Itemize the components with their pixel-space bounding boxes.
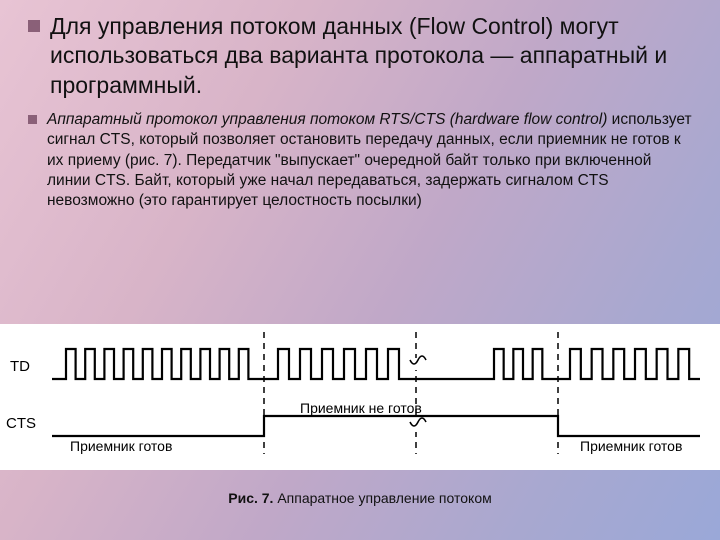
- bullet-2: Аппаратный протокол управления потоком R…: [28, 110, 692, 211]
- svg-text:Приемник готов: Приемник готов: [70, 438, 172, 454]
- svg-text:Приемник не готов: Приемник не готов: [300, 400, 422, 416]
- bullet-1: Для управления потоком данных (Flow Cont…: [28, 12, 692, 100]
- figure-caption: Рис. 7. Аппаратное управление потоком: [0, 490, 720, 506]
- bullet-marker-icon: [28, 20, 40, 32]
- timing-diagram: TD CTS Приемник готов Приемник не готов Прие…: [0, 324, 720, 470]
- svg-text:TD: TD: [10, 358, 30, 375]
- bullet-marker-icon: [28, 115, 37, 124]
- bullet-2-italic: Аппаратный протокол управления потоком R…: [47, 111, 612, 128]
- svg-text:CTS: CTS: [6, 415, 36, 432]
- svg-text:Приемник готов: Приемник готов: [580, 438, 682, 454]
- caption-bold: Рис. 7.: [228, 490, 273, 506]
- bullet-1-text: Для управления потоком данных (Flow Cont…: [50, 12, 692, 100]
- caption-text: Аппаратное управление потоком: [273, 490, 491, 506]
- bullet-2-text: Аппаратный протокол управления потоком R…: [47, 110, 692, 211]
- timing-diagram-svg: TD CTS Приемник готов Приемник не готов Прие…: [0, 324, 720, 470]
